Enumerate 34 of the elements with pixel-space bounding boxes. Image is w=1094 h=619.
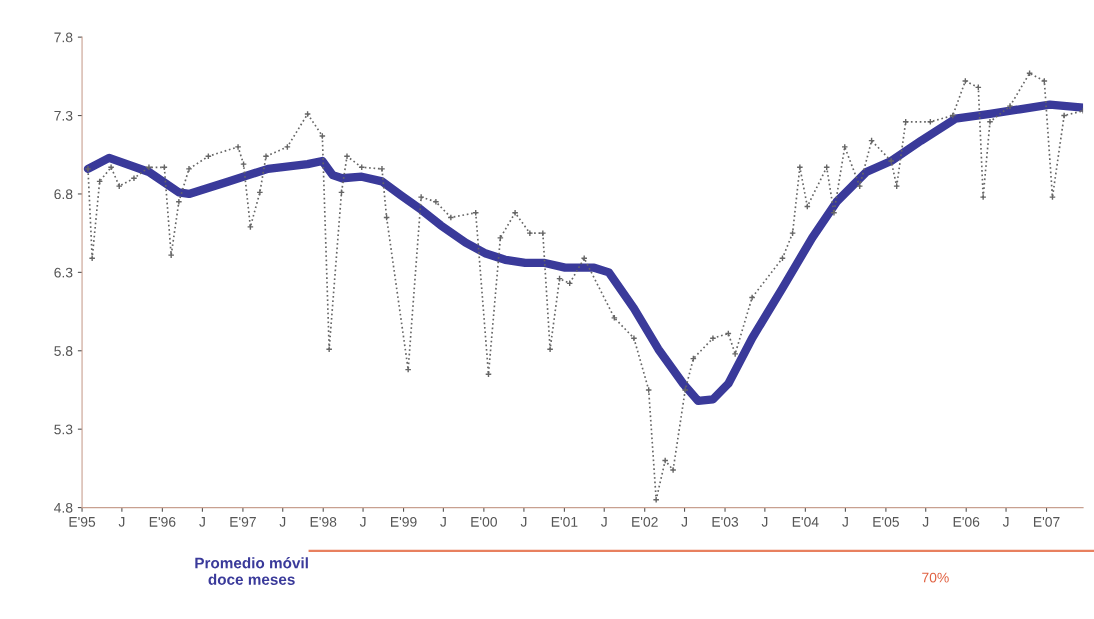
- x-tick-label: E'01: [551, 516, 578, 527]
- x-tick-label: J: [1002, 517, 1009, 527]
- x-tick-label: E'99: [391, 516, 417, 527]
- x-tick-label: E'96: [149, 516, 176, 527]
- y-tick-label: 4.8: [54, 502, 73, 513]
- y-tick-label: 7.3: [54, 110, 73, 121]
- x-tick-label: J: [279, 517, 286, 527]
- x-tick-label: J: [118, 517, 125, 527]
- y-tick-label: 6.3: [54, 267, 73, 278]
- x-tick-label: J: [600, 517, 607, 527]
- text: 70%: [922, 572, 949, 583]
- x-tick-label: J: [359, 517, 366, 527]
- x-tick-label: J: [199, 517, 205, 527]
- x-tick-label: J: [520, 517, 527, 527]
- x-tick-label: E'03: [712, 516, 739, 527]
- x-tick-label: E'95: [69, 516, 96, 527]
- x-tick-label: J: [440, 517, 446, 527]
- x-tick-label: E'02: [632, 516, 658, 527]
- x-tick-label: E'98: [310, 516, 337, 527]
- x-tick-label: E'07: [1033, 516, 1060, 527]
- x-tick-label: E'05: [873, 516, 899, 527]
- y-tick-label: 5.8: [54, 346, 73, 356]
- x-tick-label: J: [842, 517, 848, 527]
- text: Promedio móvil doce meses: [195, 557, 308, 585]
- x-tick-label: J: [761, 517, 768, 527]
- y-tick-label: 5.3: [54, 424, 73, 435]
- x-tick-label: E'00: [471, 516, 497, 527]
- y-tick-label: 6.8: [54, 189, 73, 200]
- x-tick-label: J: [681, 517, 687, 527]
- x-tick-label: E'06: [953, 516, 980, 527]
- x-tick-label: J: [922, 517, 929, 527]
- y-tick-label: 7.8: [54, 32, 73, 43]
- x-tick-label: E'97: [230, 516, 256, 527]
- x-tick-label: E'04: [792, 516, 819, 527]
